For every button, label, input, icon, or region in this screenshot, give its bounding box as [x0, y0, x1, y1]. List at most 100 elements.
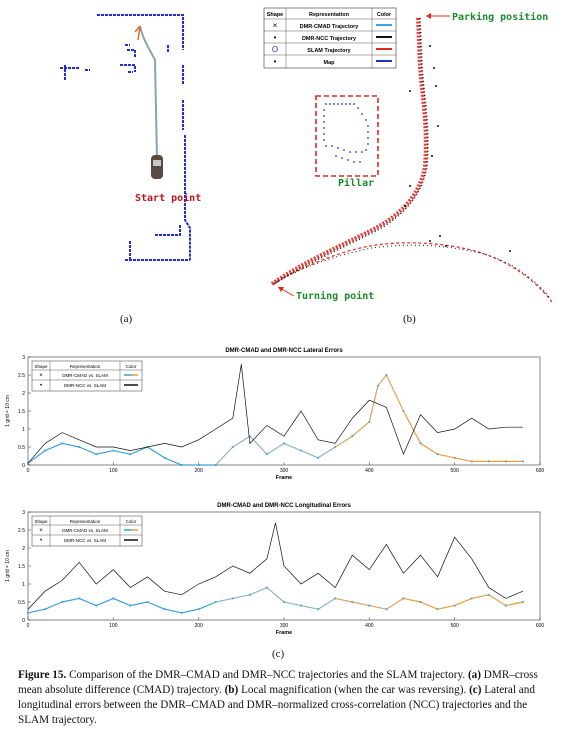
- series-cmad-segment: [249, 587, 268, 596]
- series-cmad-segment: [27, 608, 46, 614]
- series-cmad-segment: [334, 435, 353, 448]
- start-point-label: Start point: [135, 192, 201, 204]
- y-axis-label: 1 grid = 10 cm: [5, 395, 11, 427]
- legend-b-shape-2: •: [274, 33, 277, 42]
- series-cmad-point: [385, 608, 388, 611]
- series-cmad-point: [282, 600, 286, 604]
- y-tick-label: 0.5: [18, 600, 25, 606]
- series-cmad-segment: [283, 442, 302, 452]
- legend-label: DMR-CMAD vs. SLAM: [62, 528, 108, 533]
- map-points-b: [404, 45, 511, 252]
- series-cmad-point: [265, 453, 269, 456]
- series-cmad-segment: [44, 601, 63, 610]
- series-cmad-point: [317, 456, 320, 459]
- series-cmad-segment: [232, 435, 251, 448]
- series-cmad-point: [419, 600, 422, 604]
- series-cmad-point: [504, 604, 507, 607]
- series-cmad-point: [402, 597, 405, 600]
- series-cmad-point: [129, 453, 132, 456]
- series-cmad-segment: [420, 601, 438, 610]
- series-ncc-line: [27, 364, 523, 464]
- caption-text-3: Local magnification (when the car was re…: [238, 684, 470, 696]
- series-cmad-point: [197, 608, 200, 611]
- legend-label: DMR-NCC vs. SLAM: [64, 383, 106, 388]
- legend-b-label-4: Map: [324, 60, 336, 66]
- y-tick-label: 3: [22, 355, 25, 361]
- series-cmad-point: [197, 463, 200, 467]
- y-tick-label: 1.5: [18, 409, 25, 415]
- panel-b-zoom: Shape Representation Color × DMR-CMAD Tr…: [263, 7, 553, 303]
- series-cmad-point: [214, 600, 217, 604]
- series-cmad-point: [163, 456, 166, 459]
- car-trajectory: [139, 25, 158, 161]
- series-cmad-segment: [266, 587, 285, 603]
- x-tick-label: 300: [280, 468, 289, 474]
- series-cmad-point: [351, 435, 354, 438]
- series-cmad-segment: [402, 410, 422, 444]
- series-cmad-point: [112, 449, 115, 452]
- chart-title: DMR-CMAD and DMR-NCC Lateral Errors: [225, 348, 343, 354]
- pillar-label: Pillar: [338, 177, 374, 189]
- caption-text-4: Lateral and longitudinal errors between …: [18, 684, 535, 726]
- x-tick-label: 200: [194, 468, 203, 474]
- turning-point-label: Turning point: [296, 290, 374, 302]
- series-cmad-segment: [113, 450, 131, 455]
- legend-b-label-1: DMR-CMAD Trajectory: [300, 24, 360, 30]
- series-cmad-segment: [369, 605, 387, 610]
- series-cmad-segment: [198, 601, 216, 610]
- series-cmad-point: [180, 611, 183, 614]
- series-cmad-point: [470, 460, 473, 463]
- caption-b-label: (b): [224, 684, 239, 696]
- series-cmad-segment: [368, 385, 379, 422]
- slam-trajectory: [270, 17, 428, 286]
- y-tick-label: 0: [22, 463, 25, 469]
- x-tick-label: 400: [365, 468, 374, 474]
- x-tick-label: 500: [450, 468, 459, 474]
- series-cmad-point: [334, 445, 337, 449]
- parking-position-label: Parking position: [452, 11, 548, 23]
- legend-shape: •: [40, 383, 42, 389]
- x-tick-label: 300: [280, 623, 289, 629]
- x-tick-label: 0: [27, 623, 30, 629]
- series-cmad-segment: [249, 435, 268, 455]
- series-cmad-segment: [164, 608, 182, 614]
- legend-label: DMR-NCC vs. SLAM: [64, 538, 106, 543]
- legend-shape: •: [40, 538, 42, 544]
- caption-c-label: (c): [469, 684, 482, 696]
- chart-title: DMR-CMAD and DMR-NCC Longitudinal Errors: [217, 503, 351, 509]
- y-tick-label: 2.5: [18, 528, 25, 534]
- series-cmad-point: [436, 608, 439, 611]
- series-cmad-point: [453, 456, 456, 459]
- x-axis-label: Frame: [276, 475, 293, 481]
- series-cmad-point: [487, 593, 490, 596]
- x-tick-label: 100: [109, 468, 118, 474]
- legend-header-color: Color: [126, 364, 137, 369]
- series-cmad-point: [521, 600, 525, 604]
- series-cmad-segment: [351, 421, 370, 437]
- slam-trajectory-2: [271, 242, 553, 303]
- series-cmad-point: [95, 453, 98, 456]
- car-icon: [151, 155, 163, 179]
- series-cmad-point: [78, 597, 81, 600]
- series-cmad-segment: [437, 605, 455, 610]
- series-cmad-segment: [488, 594, 507, 607]
- series-cmad-point: [265, 586, 269, 589]
- legend-box: [31, 360, 143, 392]
- series-cmad-point: [521, 460, 525, 463]
- series-cmad-segment: [164, 457, 182, 466]
- series-cmad-segment: [62, 442, 80, 448]
- series-cmad-point: [163, 608, 166, 611]
- cmad-trajectory: [273, 244, 551, 299]
- series-cmad-point: [299, 449, 303, 452]
- series-cmad-segment: [147, 601, 165, 610]
- series-cmad-point: [129, 604, 132, 607]
- legend-b-header-rep: Representation: [309, 12, 350, 18]
- series-cmad-point: [180, 463, 183, 467]
- x-tick-label: 600: [536, 468, 545, 474]
- caption-a-label: (a): [467, 669, 481, 681]
- panel-c-label: (c): [272, 648, 285, 660]
- y-tick-label: 2.5: [18, 373, 25, 379]
- series-cmad-point: [61, 442, 64, 445]
- series-cmad-segment: [505, 601, 524, 607]
- legend-header-shape: Shape: [34, 364, 48, 369]
